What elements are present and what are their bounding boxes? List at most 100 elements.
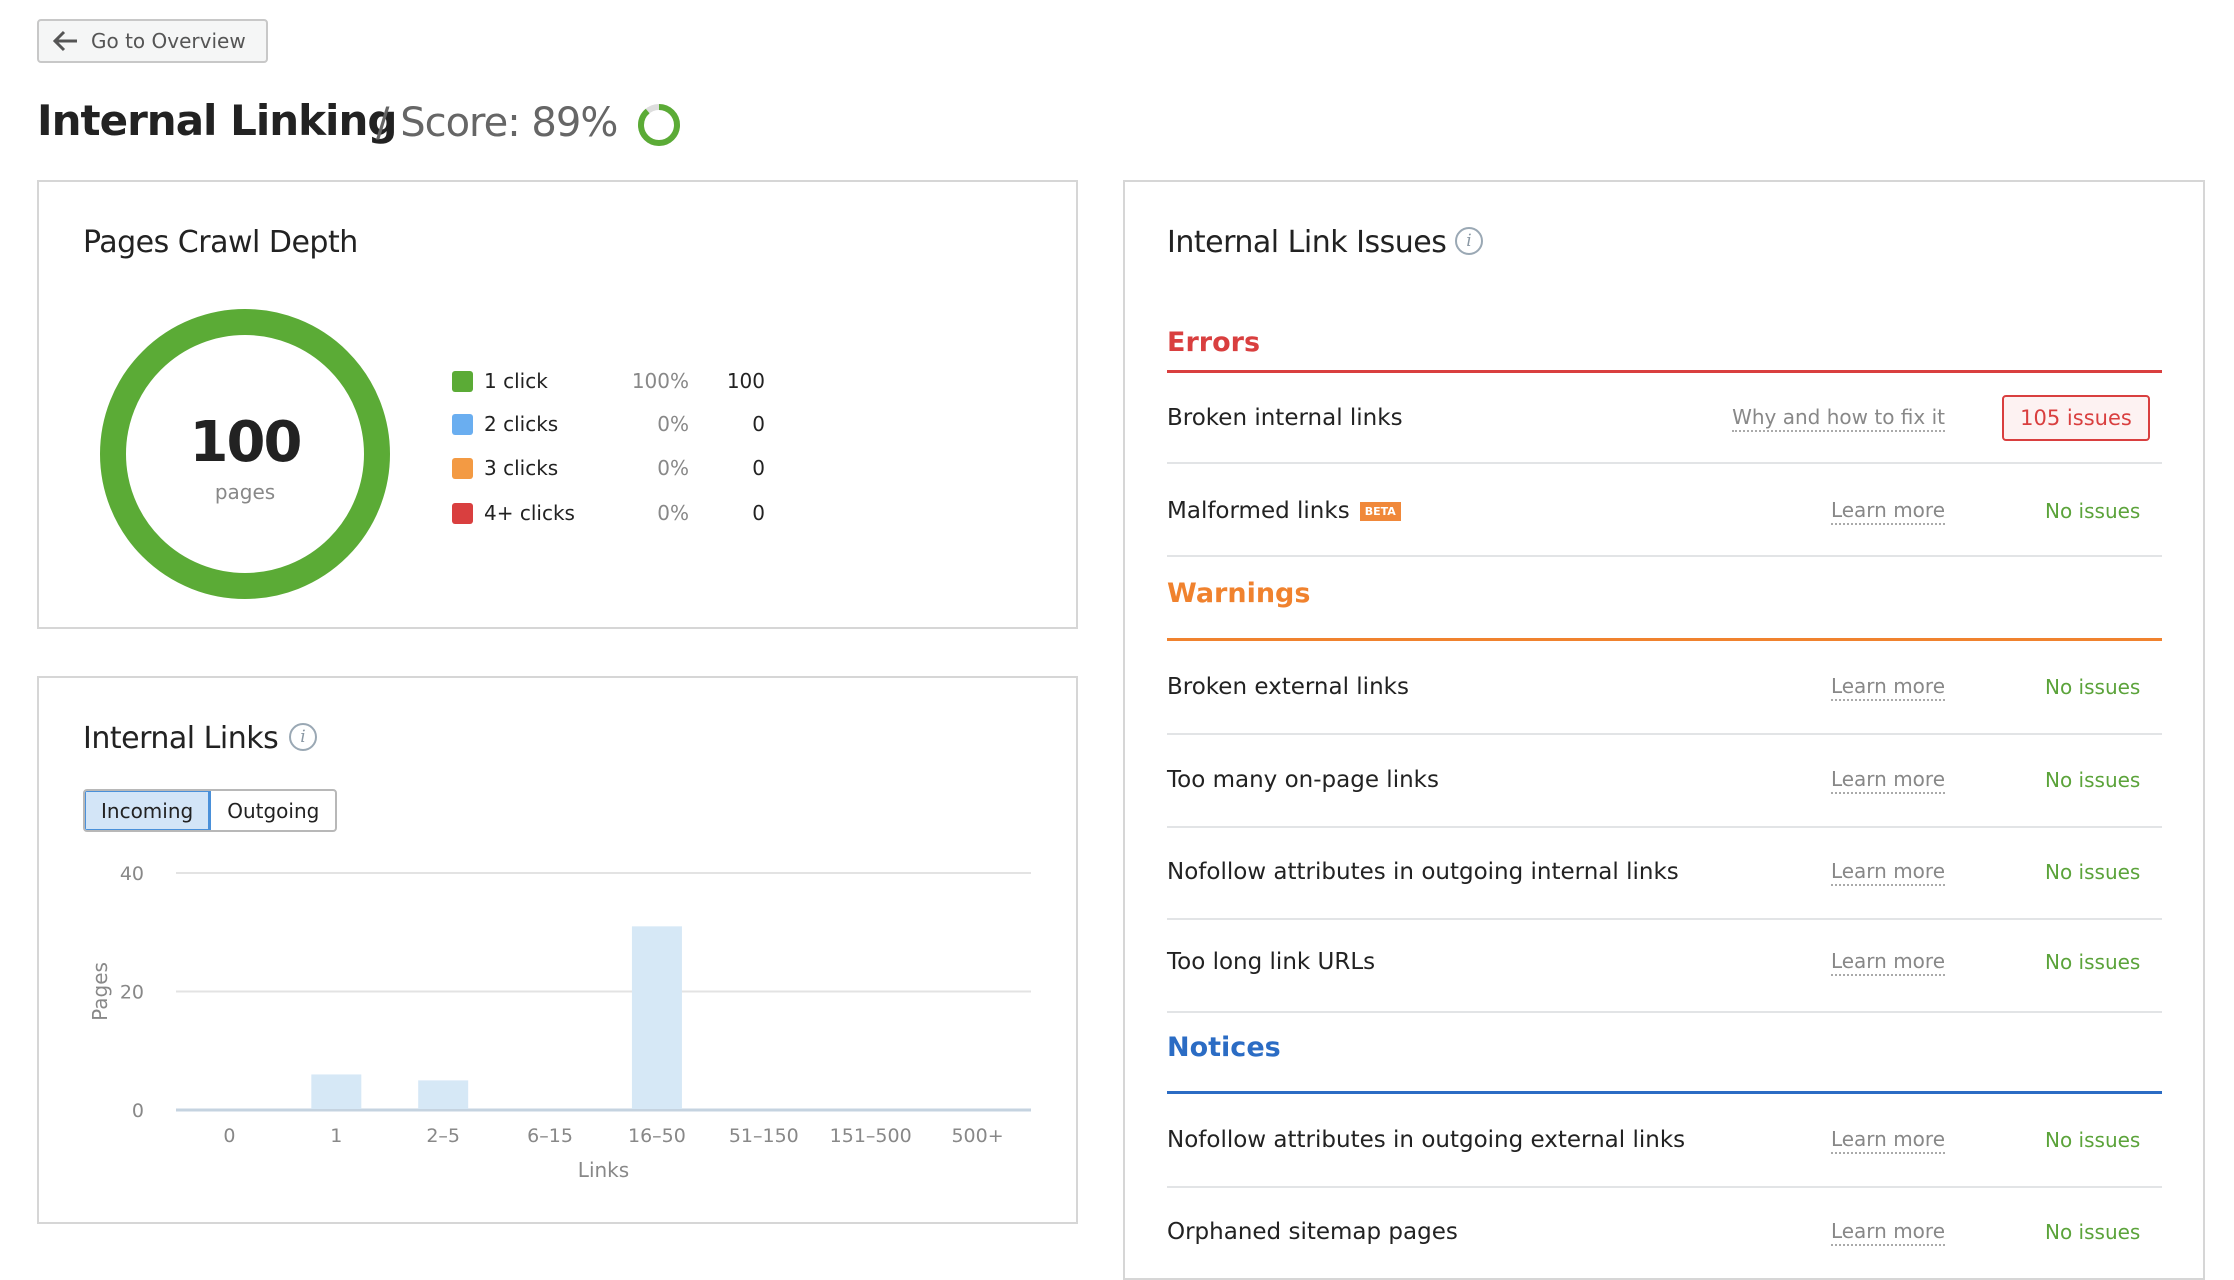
bar-16–50[interactable]: [631, 926, 682, 1109]
issue-label: Broken internal links: [1167, 405, 1403, 431]
issue-row: Malformed links BETA Learn more No issue…: [1167, 488, 2162, 534]
section-divider: [1167, 1091, 2162, 1094]
x-tick-label: 0: [223, 1125, 235, 1147]
learn-more-link[interactable]: Learn more: [1830, 1218, 1945, 1246]
row-divider: [1167, 918, 2162, 920]
arrow-left-icon: [53, 30, 77, 52]
issues-count-button[interactable]: 105 issues: [2002, 395, 2150, 441]
legend-percent: 0%: [657, 501, 689, 525]
row-divider: [1167, 1186, 2162, 1188]
no-issues-status: No issues: [2045, 675, 2141, 699]
legend-swatch: [452, 370, 473, 392]
beta-badge: BETA: [1359, 501, 1401, 521]
x-tick-label: 51–150: [729, 1125, 799, 1147]
legend-label: 3 clicks: [484, 456, 559, 480]
bar-2–5[interactable]: [418, 1080, 469, 1109]
issue-row: Broken external links Learn more No issu…: [1167, 664, 2162, 710]
learn-more-link[interactable]: Learn more: [1830, 673, 1945, 701]
issue-row: Nofollow attributes in outgoing internal…: [1167, 849, 2162, 895]
x-tick-label: 500+: [951, 1125, 1003, 1147]
internal-links-card: [37, 676, 1078, 1224]
score-ring-icon: [638, 104, 680, 146]
internal-links-bar-chart: 0 20 40 0 1 2–5 6–15 16–50 51–150 151–500 500+ Link…: [88, 863, 1031, 1182]
x-tick-label: 151–500: [830, 1125, 912, 1147]
legend-percent: 100%: [631, 369, 689, 393]
issue-label: Malformed links: [1167, 498, 1350, 524]
links-direction-tabs: Incoming Outgoing: [83, 789, 338, 832]
no-issues-status: No issues: [2045, 768, 2141, 792]
internal-links-title: Internal Links: [83, 721, 279, 756]
total-pages-value: 100: [189, 410, 303, 475]
no-issues-status: No issues: [2045, 950, 2141, 974]
issue-row: Too long link URLs Learn more No issues: [1167, 939, 2162, 985]
legend-item: 1 click 100% 100: [452, 368, 765, 394]
issue-row: Too many on-page links Learn more No iss…: [1167, 757, 2162, 803]
crawl-depth-donut: [100, 309, 390, 599]
no-issues-status: No issues: [2045, 860, 2141, 884]
x-tick-label: 16–50: [628, 1125, 686, 1147]
page-title: Internal Linking: [37, 96, 397, 145]
internal-link-issues-card: [1123, 180, 2205, 1280]
section-warnings: Warnings: [1167, 578, 1311, 609]
row-divider: [1167, 733, 2162, 735]
issue-row: Broken internal links Why and how to fix…: [1167, 395, 2162, 441]
issue-row: Nofollow attributes in outgoing external…: [1167, 1117, 2162, 1163]
crawl-depth-card: [37, 180, 1078, 629]
learn-more-link[interactable]: Learn more: [1830, 766, 1945, 794]
section-divider: [1167, 638, 2162, 641]
learn-more-link[interactable]: Learn more: [1830, 858, 1945, 886]
legend-item: 4+ clicks 0% 0: [452, 500, 765, 526]
go-to-overview-label: Go to Overview: [91, 29, 246, 53]
legend-percent: 0%: [657, 412, 689, 436]
row-divider: [1167, 555, 2162, 557]
why-and-how-link[interactable]: Why and how to fix it: [1732, 404, 1945, 432]
legend-count: 0: [752, 412, 765, 436]
no-issues-status: No issues: [2045, 499, 2141, 523]
issue-label: Nofollow attributes in outgoing internal…: [1167, 859, 1679, 885]
legend-percent: 0%: [657, 456, 689, 480]
legend-swatch: [452, 457, 473, 479]
row-divider: [1167, 462, 2162, 464]
tab-incoming[interactable]: Incoming: [85, 791, 212, 830]
section-errors: Errors: [1167, 327, 1261, 358]
go-to-overview-button[interactable]: Go to Overview: [37, 19, 268, 63]
issue-row: Orphaned sitemap pages Learn more No iss…: [1167, 1209, 2162, 1255]
donut-segment-1-click: [100, 309, 390, 599]
legend-count: 0: [752, 456, 765, 480]
issue-label: Orphaned sitemap pages: [1167, 1219, 1458, 1245]
section-divider: [1167, 370, 2162, 373]
legend-swatch: [452, 413, 473, 435]
legend-item: 3 clicks 0% 0: [452, 455, 765, 481]
total-pages-label: pages: [214, 480, 276, 504]
y-axis-label: Pages: [88, 962, 112, 1021]
no-issues-status: No issues: [2045, 1128, 2141, 1152]
issue-label: Too long link URLs: [1167, 949, 1376, 975]
y-tick-label: 0: [132, 1100, 144, 1122]
score-label: / Score: 89%: [376, 100, 618, 146]
legend-label: 2 clicks: [484, 412, 559, 436]
info-icon[interactable]: i: [1455, 227, 1483, 255]
legend-item: 2 clicks 0% 0: [452, 411, 765, 437]
tab-outgoing[interactable]: Outgoing: [227, 798, 320, 823]
legend-swatch: [452, 502, 473, 524]
info-icon[interactable]: i: [289, 723, 317, 751]
y-tick-label: 40: [120, 863, 144, 885]
issues-title: Internal Link Issues: [1167, 225, 1447, 260]
crawl-depth-title: Pages Crawl Depth: [83, 225, 358, 260]
x-axis-label: Links: [578, 1158, 629, 1182]
y-tick-label: 20: [120, 982, 144, 1004]
learn-more-link[interactable]: Learn more: [1830, 948, 1945, 976]
x-tick-label: 2–5: [426, 1125, 460, 1147]
issue-label: Nofollow attributes in outgoing external…: [1167, 1127, 1686, 1153]
no-issues-status: No issues: [2045, 1220, 2141, 1244]
row-divider: [1167, 1011, 2162, 1013]
legend-count: 0: [752, 501, 765, 525]
learn-more-link[interactable]: Learn more: [1830, 497, 1945, 525]
legend-label: 4+ clicks: [484, 501, 575, 525]
learn-more-link[interactable]: Learn more: [1830, 1126, 1945, 1154]
legend-label: 1 click: [484, 369, 548, 393]
issue-label: Too many on-page links: [1167, 767, 1439, 793]
issue-label: Broken external links: [1167, 674, 1409, 700]
row-divider: [1167, 826, 2162, 828]
bar-1[interactable]: [311, 1074, 362, 1109]
